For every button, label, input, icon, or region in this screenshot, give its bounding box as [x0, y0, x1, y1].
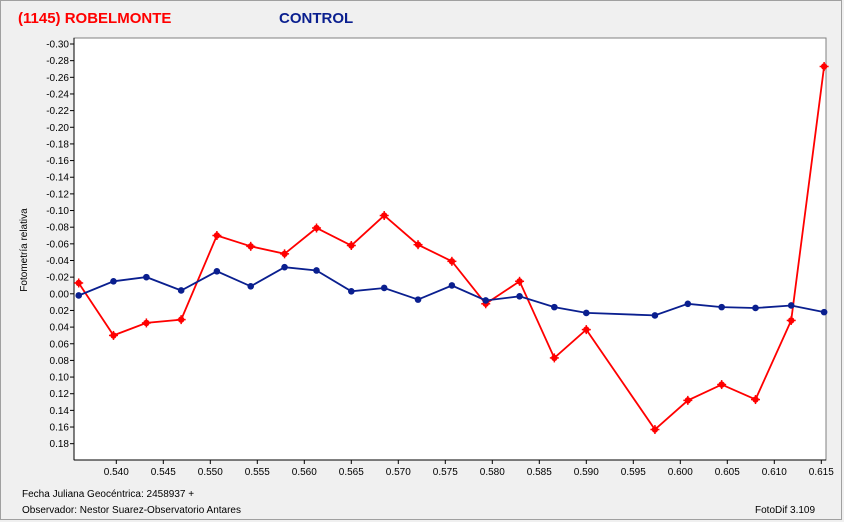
julian-date-label: Fecha Juliana Geocéntrica: 2458937 +	[22, 489, 195, 500]
control-point	[787, 302, 795, 309]
y-tick-label: -0.12	[46, 189, 69, 200]
x-axis: 0.540 0.545 0.550 0.555 0.560 0.565 0.570 0.575…	[74, 459, 834, 478]
y-tick-label: 0.16	[50, 423, 70, 434]
plot-area	[73, 37, 827, 461]
y-tick-label: 0.06	[50, 339, 70, 350]
y-tick-label: 0.02	[50, 306, 70, 317]
y-tick-label: -0.06	[46, 239, 69, 250]
y-axis: -0.30 -0.28 -0.26 -0.24 -0.22 -0.20 -0.18 -0.16…	[46, 38, 75, 460]
control-point	[551, 303, 558, 311]
y-tick-label: -0.16	[46, 156, 69, 167]
x-tick-label: 0.590	[574, 467, 599, 478]
y-tick-label: -0.08	[46, 223, 69, 234]
control-point	[110, 278, 117, 285]
control-point	[348, 287, 355, 295]
control-point	[414, 296, 422, 303]
y-tick-label: 0.18	[50, 439, 70, 450]
target-point	[819, 61, 829, 71]
x-tick-label: 0.565	[339, 467, 364, 478]
y-tick-label: -0.02	[46, 273, 69, 284]
y-tick-label: -0.26	[46, 73, 69, 84]
y-tick-label: -0.04	[46, 256, 69, 267]
control-point	[718, 303, 725, 311]
target-point	[246, 241, 256, 251]
control-point	[247, 283, 255, 290]
observer-label: Observador: Nestor Suarez-Observatorio A…	[22, 505, 241, 516]
control-point	[684, 300, 692, 308]
control-point	[213, 268, 221, 275]
x-tick-label: 0.600	[668, 467, 693, 478]
control-point	[380, 284, 388, 292]
y-tick-label: -0.28	[46, 56, 69, 67]
control-point	[143, 273, 150, 281]
target-point	[346, 241, 356, 251]
target-point	[141, 318, 151, 328]
x-tick-label: 0.615	[809, 467, 834, 478]
control-point	[313, 267, 320, 274]
y-tick-label: -0.10	[46, 206, 69, 217]
target-point	[447, 256, 457, 266]
y-tick-label: -0.20	[46, 123, 69, 134]
x-tick-label: 0.585	[527, 467, 552, 478]
target-point	[549, 353, 559, 363]
target-point	[312, 223, 322, 233]
y-tick-label: -0.18	[46, 139, 69, 150]
target-point	[74, 278, 84, 288]
control-point	[651, 312, 659, 319]
target-title: (1145) ROBELMONTE	[18, 10, 172, 27]
control-title: CONTROL	[279, 10, 354, 27]
control-point	[177, 287, 185, 294]
control-point	[516, 292, 523, 300]
series-line-target	[77, 66, 825, 431]
x-tick-label: 0.580	[480, 467, 505, 478]
target-point	[581, 325, 591, 335]
series-line-control	[78, 266, 825, 317]
control-point	[75, 292, 82, 299]
control-point	[752, 304, 759, 312]
target-point	[515, 276, 525, 286]
x-tick-label: 0.595	[621, 467, 646, 478]
target-point	[650, 425, 660, 435]
target-point	[413, 240, 423, 250]
y-axis-label: Fotometría relativa	[19, 208, 30, 292]
y-tick-label: 0.04	[50, 323, 70, 334]
series-layer	[74, 61, 829, 435]
target-point	[717, 380, 727, 390]
y-tick-label: -0.14	[46, 173, 69, 184]
x-tick-label: 0.605	[715, 467, 740, 478]
target-point	[786, 315, 796, 325]
target-point	[751, 395, 760, 405]
target-point	[176, 315, 186, 325]
target-point	[379, 211, 389, 221]
y-tick-label: -0.22	[46, 106, 69, 117]
target-point	[108, 330, 118, 340]
version-label: FotoDif 3.109	[755, 505, 816, 516]
y-tick-label: 0.12	[50, 389, 70, 400]
x-tick-label: 0.550	[198, 467, 223, 478]
control-point	[482, 297, 490, 304]
control-point	[583, 309, 590, 317]
y-tick-label: 0.00	[50, 289, 70, 300]
y-tick-label: 0.08	[50, 356, 70, 367]
y-tick-label: 0.14	[50, 406, 70, 417]
x-tick-label: 0.555	[245, 467, 270, 478]
x-tick-label: 0.540	[104, 467, 129, 478]
target-point	[212, 231, 222, 241]
target-point	[683, 395, 693, 405]
target-point	[280, 249, 290, 259]
x-tick-label: 0.570	[386, 467, 411, 478]
x-tick-label: 0.545	[151, 467, 176, 478]
x-tick-label: 0.575	[433, 467, 458, 478]
y-tick-label: 0.10	[50, 373, 70, 384]
y-tick-label: -0.30	[46, 40, 69, 51]
y-tick-label: -0.24	[46, 89, 69, 100]
control-point	[820, 308, 828, 316]
x-tick-label: 0.560	[292, 467, 317, 478]
x-tick-label: 0.610	[762, 467, 787, 478]
control-point	[448, 282, 456, 289]
control-point	[281, 263, 288, 271]
